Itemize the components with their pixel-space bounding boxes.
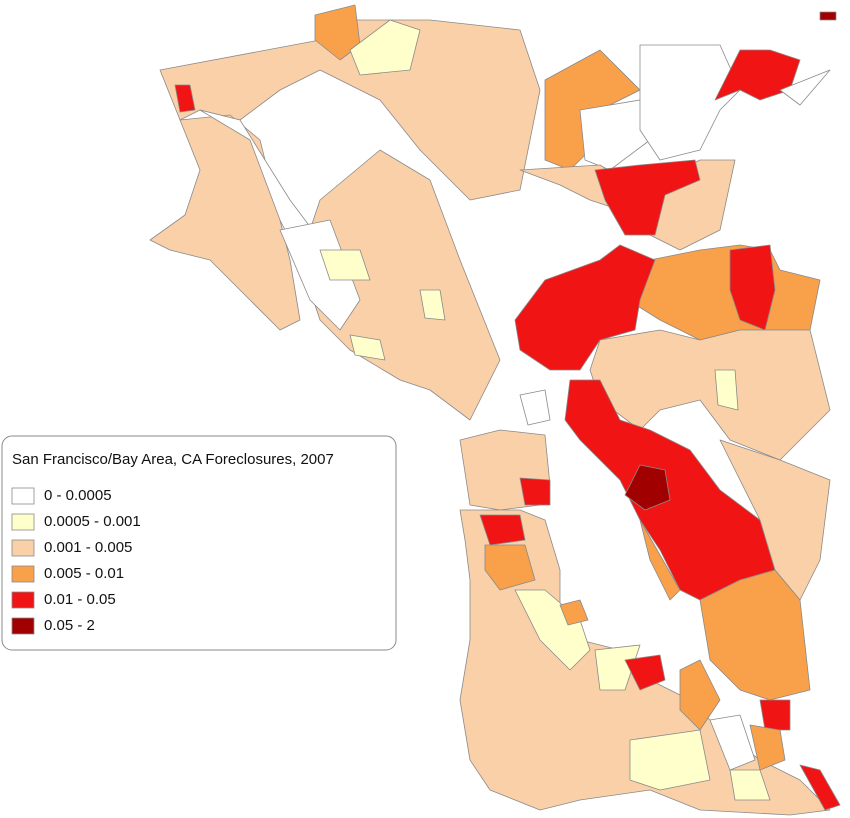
region (279, 219, 361, 331)
region (514, 244, 656, 371)
region (629, 729, 711, 791)
region (514, 589, 591, 671)
region (594, 644, 641, 691)
region (639, 519, 681, 601)
region (709, 714, 756, 771)
region (729, 769, 771, 801)
region (679, 659, 721, 731)
region (759, 699, 791, 731)
legend-label: 0.05 - 2 (44, 617, 95, 634)
legend: San Francisco/Bay Area, CA Foreclosures,… (1, 435, 397, 651)
legend-swatch (11, 591, 35, 609)
region (779, 69, 831, 106)
region (819, 11, 837, 21)
region (699, 569, 811, 701)
region (314, 4, 361, 61)
legend-label: 0.005 - 0.01 (44, 565, 124, 582)
legend-swatch (11, 565, 35, 583)
legend-label: 0.0005 - 0.001 (44, 513, 141, 530)
region (519, 477, 551, 506)
region (479, 514, 526, 546)
region (559, 599, 589, 626)
region (149, 114, 301, 331)
region (799, 764, 841, 811)
legend-swatch (11, 487, 35, 505)
region (624, 464, 671, 511)
region (624, 654, 666, 691)
region (519, 389, 551, 426)
region (349, 19, 421, 76)
regions (149, 4, 841, 816)
legend-title: San Francisco/Bay Area, CA Foreclosures,… (12, 451, 334, 468)
region (719, 439, 831, 601)
region (714, 49, 801, 101)
legend-box (1, 435, 397, 651)
legend-swatch (11, 539, 35, 557)
region (299, 149, 501, 421)
legend-label: 0 - 0.0005 (44, 487, 112, 504)
region (749, 724, 786, 771)
region (319, 249, 371, 281)
region (594, 159, 701, 236)
region (714, 369, 739, 411)
region (484, 544, 536, 591)
region (579, 99, 651, 171)
legend-swatch (11, 617, 35, 635)
legend-label: 0.01 - 0.05 (44, 591, 116, 608)
region (349, 334, 386, 361)
region (639, 44, 741, 161)
region (419, 289, 446, 321)
legend-label: 0.001 - 0.005 (44, 539, 132, 556)
region (174, 84, 196, 113)
legend-swatch (11, 513, 35, 531)
